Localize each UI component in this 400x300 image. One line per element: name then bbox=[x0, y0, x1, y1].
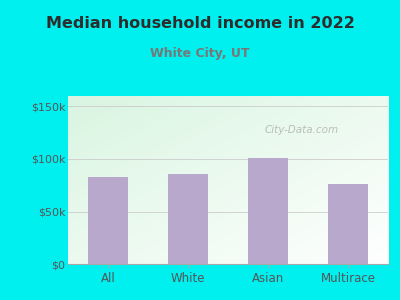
Bar bbox=[88, 177, 128, 264]
Text: White City, UT: White City, UT bbox=[150, 46, 250, 59]
Bar bbox=[328, 184, 368, 264]
Text: City-Data.com: City-Data.com bbox=[264, 124, 339, 135]
Bar bbox=[168, 174, 208, 264]
Text: Median household income in 2022: Median household income in 2022 bbox=[46, 16, 354, 32]
Bar bbox=[248, 158, 288, 264]
